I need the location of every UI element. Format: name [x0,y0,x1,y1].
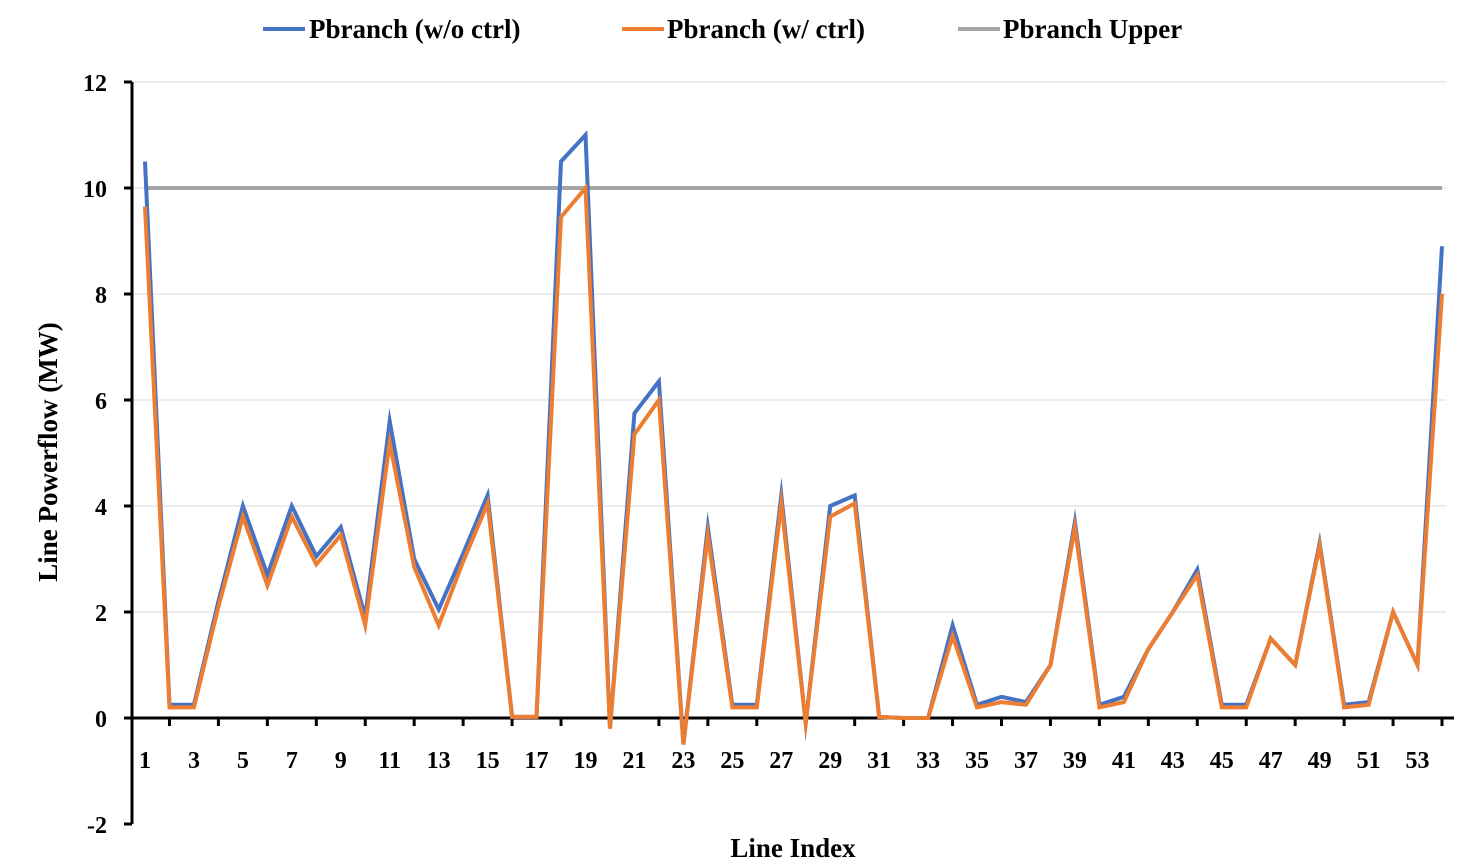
x-tick-label: 49 [1308,748,1332,774]
y-tick-label: 2 [95,601,107,627]
legend-label: Pbranch Upper [1003,14,1182,44]
x-tick-label: 21 [622,748,646,774]
x-tick-label: 23 [671,748,695,774]
x-tick-label: 53 [1406,748,1430,774]
x-tick-label: 45 [1210,748,1234,774]
legend-label: Pbranch (w/ ctrl) [667,14,865,44]
series-line-1 [143,182,1444,745]
x-tick-label: 27 [769,748,793,774]
y-tick-label: 8 [95,283,107,309]
x-tick-label: 31 [867,748,891,774]
x-tick-label: 41 [1112,748,1136,774]
y-tick-label: 0 [95,707,107,733]
x-tick-label: 29 [818,748,842,774]
x-tick-label: 33 [916,748,940,774]
legend: Pbranch (w/o ctrl) Pbranch (w/ ctrl) Pbran… [263,14,1182,44]
y-tick-label: -2 [87,813,107,839]
x-tick-label: 37 [1014,748,1038,774]
y-tick-label: 6 [95,389,107,415]
x-tick-label: 17 [525,748,549,774]
gridlines [132,81,1446,613]
y-tick-label: 10 [83,177,107,203]
x-tick-label: 5 [237,748,249,774]
legend-label: Pbranch (w/o ctrl) [309,14,520,44]
x-tick-label: 35 [965,748,989,774]
x-axis-label: Line Index [730,833,856,863]
x-tick-label: 39 [1063,748,1087,774]
y-tick-label: 12 [83,71,107,97]
x-tick-label: 15 [476,748,500,774]
y-axis: -2 0 2 4 6 8 10 12 [83,71,134,839]
series-line-0 [143,130,1444,745]
x-tick-label: 11 [378,748,401,774]
x-tick-label: 9 [335,748,347,774]
legend-item: Pbranch (w/ ctrl) [622,14,865,44]
x-tick-label: 51 [1357,748,1381,774]
y-tick-label: 4 [95,495,107,521]
x-tick-label: 47 [1259,748,1283,774]
x-tick-label: 3 [188,748,200,774]
x-tick-label: 43 [1161,748,1185,774]
legend-item: Pbranch (w/o ctrl) [263,14,520,44]
series-lines [143,130,1444,745]
x-tick-label: 13 [427,748,451,774]
x-tick-label: 1 [139,748,151,774]
x-tick-label: 19 [573,748,597,774]
x-tick-label: 25 [720,748,744,774]
y-axis-label: Line Powerflow (MW) [33,322,63,581]
x-axis: 1 3 5 7 9 11 13 15 17 19 21 23 25 27 29 31 33 35 37 39 41 43 4… [132,716,1454,774]
legend-item: Pbranch Upper [958,14,1182,44]
x-tick-label: 7 [286,748,298,774]
